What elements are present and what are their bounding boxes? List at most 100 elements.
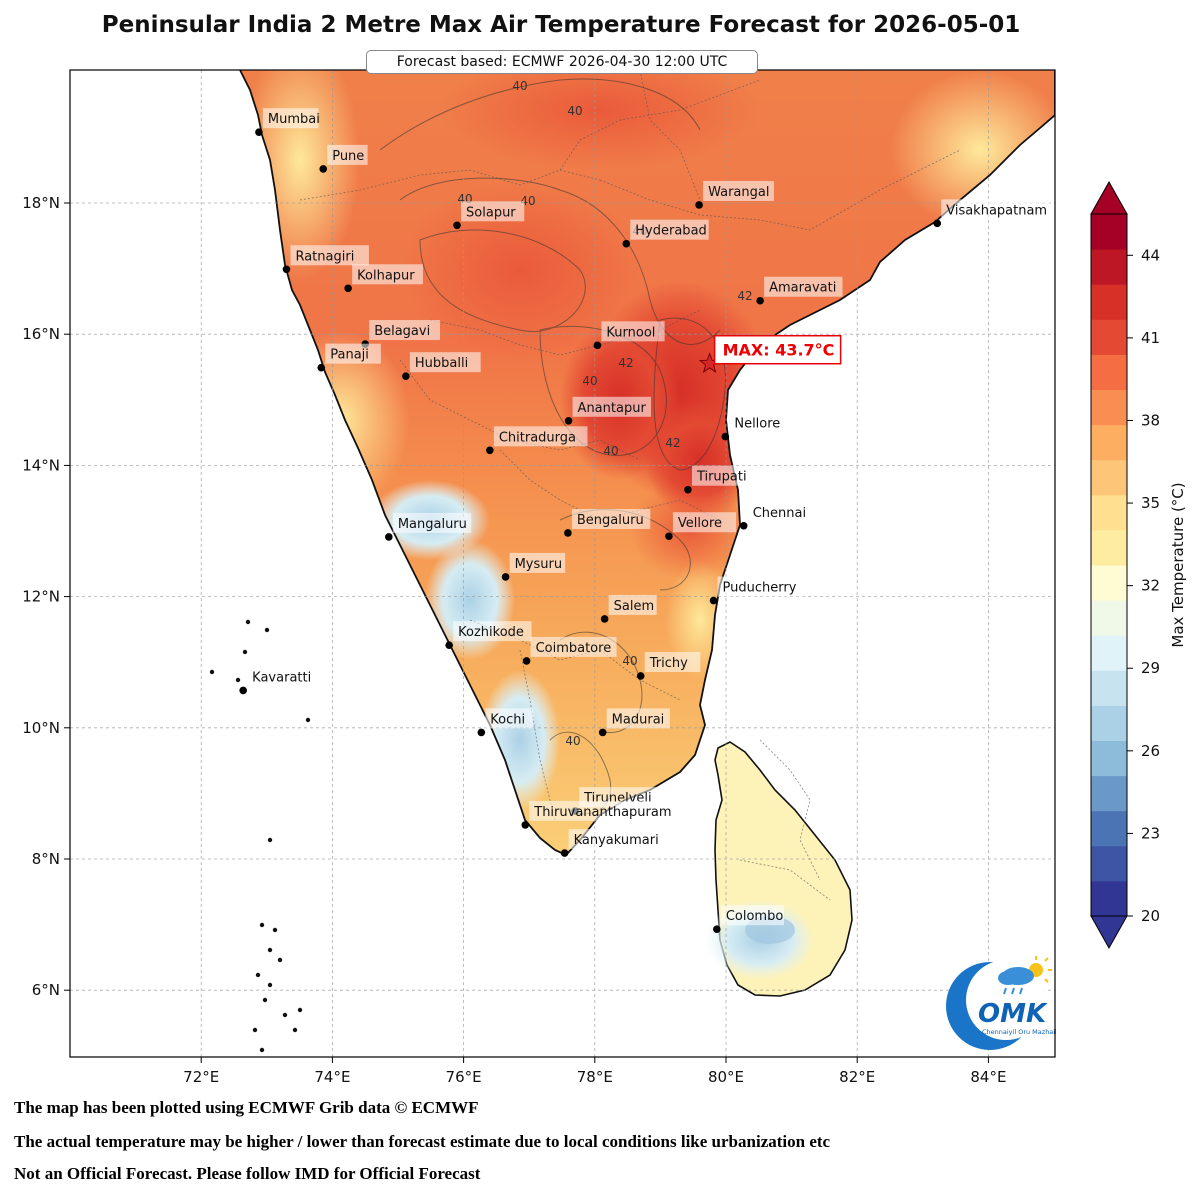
footer-line-3: Not an Official Forecast. Please follow … <box>14 1164 481 1183</box>
colorbar-tick-label: 38 <box>1141 411 1160 429</box>
city-label-bg <box>941 199 1051 220</box>
city-label: Madurai <box>612 712 665 727</box>
city-dot <box>402 372 410 380</box>
footer-line-2: The actual temperature may be higher / l… <box>14 1132 831 1151</box>
islands <box>209 619 311 1053</box>
city-label: Kochi <box>490 712 525 727</box>
city-label: Mysuru <box>515 557 563 572</box>
colorbar-segment <box>1091 635 1127 671</box>
city-visakhapatnam: Visakhapatnam <box>933 199 1051 228</box>
colorbar-tick-label: 35 <box>1141 494 1160 512</box>
city-label-bg <box>262 108 319 129</box>
colorbar-segment <box>1091 565 1127 601</box>
city-dot <box>695 201 703 209</box>
city-label: Trichy <box>649 656 688 671</box>
coastline <box>239 70 1055 857</box>
colorbar-segment <box>1091 354 1127 390</box>
colorbar-segment <box>1091 880 1127 917</box>
city-chennai: Chennai <box>739 501 811 530</box>
city-dot <box>665 532 673 541</box>
city-dot <box>598 728 607 737</box>
city-kochi: Kochi <box>477 708 534 737</box>
city-label-bg <box>247 666 326 687</box>
city-belagavi: Belagavi <box>361 320 440 348</box>
city-label: Kavaratti <box>252 670 311 685</box>
city-label: Mumbai <box>268 112 320 127</box>
colorbar-min-extend <box>1090 915 1128 950</box>
y-tick-label: 14°N <box>22 456 60 474</box>
city-label: Kolhapur <box>357 268 415 283</box>
city-dot <box>721 432 730 441</box>
y-tick-label: 8°N <box>32 850 60 868</box>
colorbar-tick-label: 41 <box>1141 329 1160 347</box>
city-label: Puducherry <box>723 581 797 596</box>
city-dot <box>756 296 764 305</box>
city-dot <box>709 596 718 605</box>
city-dot <box>636 672 645 680</box>
colorbar-segment <box>1091 705 1127 741</box>
x-tick-label: 80°E <box>708 1068 744 1086</box>
city-trichy: Trichy <box>636 651 701 680</box>
city-label-bg <box>601 321 665 342</box>
x-tick-label: 78°E <box>577 1068 613 1086</box>
city-hyderabad: Hyderabad <box>622 219 709 248</box>
city-label: Anantapur <box>578 401 647 416</box>
city-label: Nellore <box>734 417 780 432</box>
colorbar-segment <box>1091 249 1127 285</box>
city-label-bg <box>571 508 651 529</box>
city-dot <box>713 925 721 933</box>
city-label: Kanyakumari <box>574 833 659 848</box>
x-tick-label: 74°E <box>314 1068 350 1086</box>
city-label-bg <box>327 144 368 165</box>
colorbar-tick-label: 44 <box>1141 246 1160 264</box>
city-label: Kurnool <box>606 325 655 340</box>
city-kanyakumari: Kanyakumari <box>560 829 663 857</box>
colorbar-segment <box>1091 214 1127 250</box>
contour-label: 42 <box>618 356 633 370</box>
city-kurnool: Kurnool <box>593 321 665 350</box>
city-kolhapur: Kolhapur <box>344 264 423 293</box>
city-mangaluru: Mangaluru <box>385 512 472 541</box>
forecast-source: Forecast based: ECMWF 2026-04-30 12:00 U… <box>366 50 758 74</box>
y-axis-ticks: 18°N 16°N 14°N 12°N 10°N 8°N 6°N <box>22 194 70 999</box>
city-markers: Mumbai Pune Solapur Warangal Hyderabad Visakh… <box>239 108 1051 933</box>
city-label: Mangaluru <box>398 517 467 532</box>
colorbar-segment <box>1091 670 1127 706</box>
city-warangal: Warangal <box>695 180 774 209</box>
city-label: Tirupati <box>696 470 747 485</box>
city-label-bg <box>453 621 532 642</box>
city-label-bg <box>703 180 774 201</box>
city-ratnagiri: Ratnagiri <box>282 245 369 274</box>
city-pune: Pune <box>319 144 368 173</box>
city-label: Ratnagiri <box>295 249 354 264</box>
city-puducherry: Puducherry <box>709 576 804 605</box>
city-label-bg <box>606 708 670 729</box>
city-tirupati: Tirupati <box>684 465 763 494</box>
city-label-bg <box>392 512 472 533</box>
city-label: Kozhikode <box>458 625 524 640</box>
colorbar-label: Max Temperature (°C) <box>1169 482 1187 647</box>
x-tick-label: 72°E <box>183 1068 219 1086</box>
city-label-bg <box>485 708 534 729</box>
colorbar-tick-label: 32 <box>1141 577 1160 595</box>
city-dot <box>445 641 453 649</box>
footer-line-1: The map has been plotted using ECMWF Gri… <box>14 1098 479 1117</box>
contour-label: 40 <box>567 104 582 118</box>
city-label-bg <box>717 576 804 597</box>
city-label: Colombo <box>726 909 784 924</box>
city-dot <box>560 849 569 857</box>
city-nellore: Nellore <box>721 412 793 441</box>
city-dot <box>255 128 263 136</box>
colorbar-segment <box>1091 740 1127 777</box>
colorbar-tick-label: 26 <box>1141 742 1160 760</box>
colorbar-tick-label: 29 <box>1141 659 1160 677</box>
colorbar-segment <box>1091 424 1127 461</box>
x-tick-label: 82°E <box>839 1068 875 1086</box>
logo-text: OMK <box>978 999 1048 1029</box>
city-label: Solapur <box>466 205 516 220</box>
gridlines <box>70 70 1055 1057</box>
city-label-bg <box>568 829 663 850</box>
city-dot <box>739 521 748 530</box>
city-label: Hubballi <box>415 356 468 371</box>
